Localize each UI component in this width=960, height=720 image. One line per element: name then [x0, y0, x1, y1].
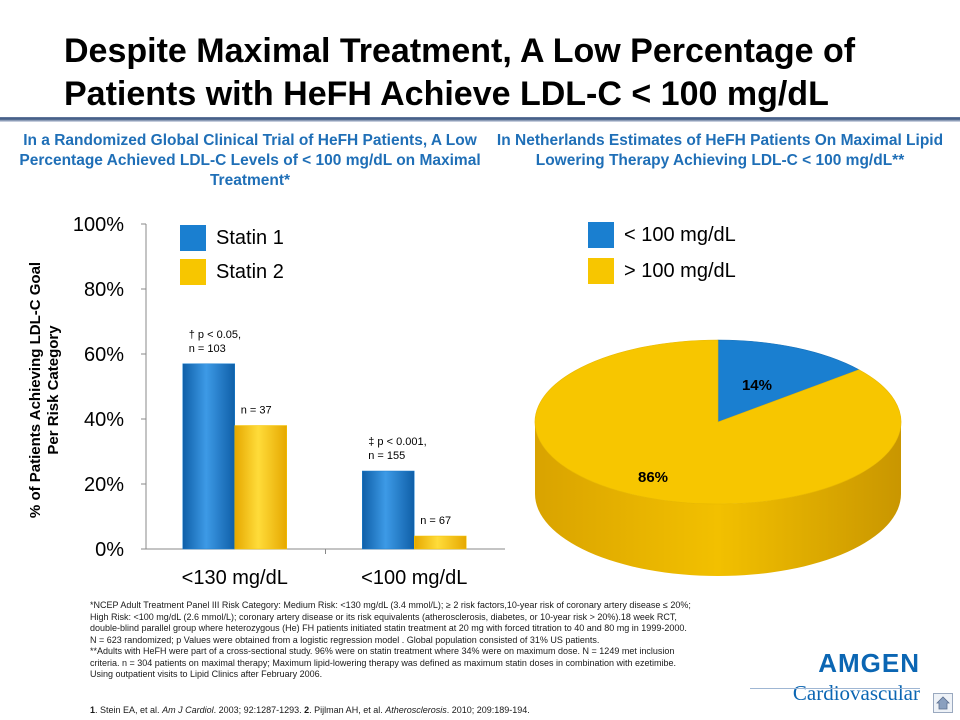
- legend-label-below-100: < 100 mg/dL: [624, 223, 736, 246]
- logo-divider: [750, 688, 920, 689]
- x-category-label: <100 mg/dL: [361, 567, 467, 589]
- bar-statin-2: [414, 535, 467, 550]
- amgen-logo: AMGEN Cardiovascular: [750, 648, 950, 706]
- legend-item-statin-2: Statin 2: [180, 259, 284, 285]
- bar-data-label: n = 103: [189, 343, 226, 355]
- legend-label-above-100: > 100 mg/dL: [624, 259, 736, 282]
- y-axis-title: % of Patients Achieving LDL-C Goal Per Ri…: [27, 262, 62, 518]
- bar-data-label: ‡ p < 0.001,: [368, 436, 426, 448]
- footnote-line: criteria. n = 304 patients on maximal th…: [90, 657, 677, 668]
- ref-text: . Stein EA, et al.: [95, 705, 163, 715]
- footnote-line: Using outpatient visits to Lipid Clinics…: [90, 669, 323, 679]
- ref-journal-2: Atherosclerosis: [385, 705, 447, 715]
- footnote-line: **Adults with HeFH were part of a cross-…: [90, 646, 675, 656]
- bar-data-label: n = 67: [420, 515, 451, 527]
- bar-data-label: n = 155: [368, 450, 405, 462]
- left-chart-subtitle: In a Randomized Global Clinical Trial of…: [19, 132, 481, 189]
- home-icon[interactable]: [933, 693, 953, 713]
- ref-text: . 2003; 92:1287-1293.: [213, 705, 305, 715]
- footnote-line: High Risk: <100 mg/dL (2.6 mmol/L); coro…: [90, 611, 677, 622]
- footnote-line: *NCEP Adult Treatment Panel III Risk Cat…: [90, 600, 691, 610]
- page-title: Despite Maximal Treatment, A Low Percent…: [64, 32, 856, 113]
- bar-statin-1: [182, 363, 235, 550]
- legend-swatch-statin-1: [180, 225, 206, 251]
- bar-statin-2: [234, 425, 287, 550]
- x-category-label: <130 mg/dL: [182, 567, 288, 589]
- bar-data-label: † p < 0.05,: [189, 329, 241, 341]
- right-chart-subtitle: In Netherlands Estimates of HeFH Patient…: [496, 132, 944, 169]
- legend-item-above-100: > 100 mg/dL: [588, 258, 736, 284]
- footnote-line: N = 623 randomized; p Values were obtain…: [90, 634, 600, 645]
- footnotes: *NCEP Adult Treatment Panel III Risk Cat…: [90, 600, 770, 681]
- y-tick-label: 0%: [95, 539, 124, 561]
- references: 1. Stein EA, et al. Am J Cardiol. 2003; …: [90, 705, 530, 715]
- legend-label-statin-1: Statin 1: [216, 226, 284, 249]
- y-axis-title-line-2: Per Risk Category: [45, 325, 62, 455]
- legend-item-below-100: < 100 mg/dL: [588, 222, 736, 248]
- pie-value-label: 86%: [638, 469, 668, 486]
- ref-text: . Pijlman AH, et al.: [309, 705, 386, 715]
- y-axis-title-line-1: % of Patients Achieving LDL-C Goal: [27, 262, 44, 518]
- y-tick-label: 100%: [73, 214, 124, 236]
- legend-item-statin-1: Statin 1: [180, 225, 284, 251]
- pie-side-wall: [535, 422, 901, 576]
- ref-text: . 2010; 209:189-194.: [446, 705, 530, 715]
- footnote-line: double-blind parallel group where hetero…: [90, 623, 687, 633]
- legend-swatch-below-100: [588, 222, 614, 248]
- y-tick-label: 40%: [84, 409, 124, 431]
- pie-slice-above-100: [534, 339, 902, 505]
- ref-number-2: 2: [304, 705, 310, 715]
- bar-statin-1: [362, 470, 415, 550]
- legend-swatch-statin-2: [180, 259, 206, 285]
- pie-value-label: 14%: [742, 377, 772, 394]
- legend-label-statin-2: Statin 2: [216, 260, 284, 283]
- y-tick-label: 60%: [84, 344, 124, 366]
- title-divider: [0, 117, 960, 122]
- bar-data-label: n = 37: [241, 405, 272, 417]
- y-tick-label: 80%: [84, 279, 124, 301]
- logo-subtitle: Cardiovascular: [792, 681, 920, 705]
- logo-wordmark: AMGEN: [818, 648, 920, 678]
- ref-journal-1: Am J Cardiol: [162, 705, 214, 715]
- ref-number-1: 1: [90, 705, 96, 715]
- legend-swatch-above-100: [588, 258, 614, 284]
- pie-slice-below-100: [717, 339, 860, 423]
- y-tick-label: 20%: [84, 474, 124, 496]
